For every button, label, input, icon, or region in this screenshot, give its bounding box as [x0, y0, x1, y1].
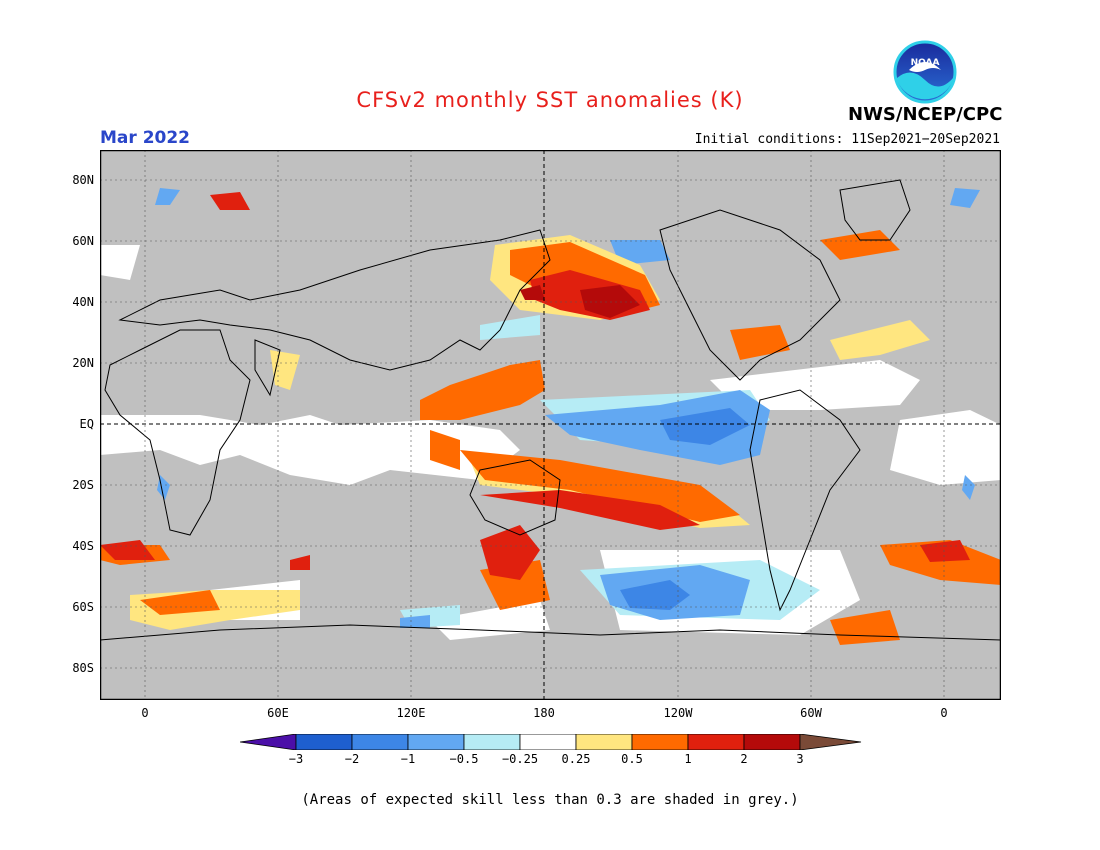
legend-tick-label: −0.5	[449, 752, 479, 766]
lat-label-60s: 60S	[72, 600, 94, 614]
skill-footnote: (Areas of expected skill less than 0.3 a…	[301, 792, 799, 808]
color-bar-cell-lt-3	[240, 734, 297, 750]
color-bar-cell-7	[631, 734, 689, 750]
legend-tick-label: 1	[684, 752, 692, 766]
legend-tick-label: −1	[400, 752, 416, 766]
lat-label-40n: 40N	[72, 295, 94, 309]
lat-label-80n: 80N	[72, 173, 94, 187]
color-bar-cell-4	[463, 734, 521, 750]
lon-label-60w: 60W	[800, 706, 822, 720]
noaa-logo: NOAA	[893, 40, 957, 104]
lon-label-120e: 120E	[396, 706, 426, 720]
initial-conditions-label: Initial conditions: 11Sep2021−20Sep2021	[694, 132, 1000, 147]
lon-label-0-west: 0	[141, 706, 149, 720]
color-bar-cell-1	[295, 734, 353, 750]
legend-tick-label: −2	[344, 752, 360, 766]
noaa-logo-text: NOAA	[911, 58, 940, 68]
coastlines	[100, 179, 1001, 641]
lat-label-20s: 20S	[72, 478, 94, 492]
legend-tick-label: −0.25	[501, 752, 539, 766]
map-frame	[100, 150, 1001, 700]
color-bar	[240, 734, 862, 750]
agency-label: NWS/NCEP/CPC	[848, 104, 1003, 125]
color-bar-cell-8	[687, 734, 745, 750]
lat-label-60n: 60N	[72, 234, 94, 248]
lon-label-180: 180	[533, 706, 555, 720]
legend-tick-label: 2	[740, 752, 748, 766]
color-bar-cell-6	[575, 734, 633, 750]
legend-tick-label: 3	[796, 752, 804, 766]
lat-label-eq: EQ	[79, 417, 94, 431]
lat-label-20n: 20N	[72, 356, 94, 370]
color-bar-cell-2	[351, 734, 409, 750]
lat-label-80s: 80S	[72, 661, 94, 675]
dark-blue-regions	[620, 408, 750, 610]
legend-tick-label: 0.5	[621, 752, 643, 766]
valid-month-label: Mar 2022	[100, 128, 191, 148]
sst-anomaly-map	[100, 150, 1001, 700]
color-bar-cell-9	[743, 734, 801, 750]
lat-label-40s: 40S	[72, 539, 94, 553]
color-bar-cell-5	[519, 734, 577, 750]
lon-label-120w: 120W	[663, 706, 693, 720]
color-bar-cell-3	[407, 734, 465, 750]
map-title: CFSv2 monthly SST anomalies (K)	[356, 88, 744, 112]
legend-tick-label: 0.25	[561, 752, 591, 766]
graticule	[100, 150, 1001, 700]
lon-label-60e: 60E	[267, 706, 289, 720]
lon-label-0-east: 0	[940, 706, 948, 720]
dark-red-regions	[520, 285, 640, 318]
color-bar-cell-gt-3	[799, 734, 862, 750]
legend-tick-label: −3	[288, 752, 304, 766]
